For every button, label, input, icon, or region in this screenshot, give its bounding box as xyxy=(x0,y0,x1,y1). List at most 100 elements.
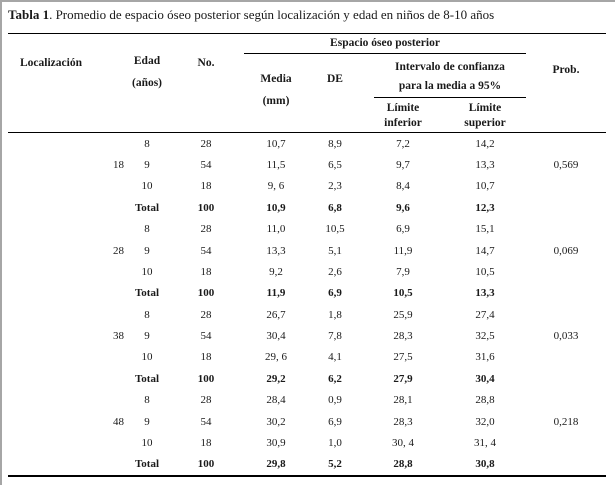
column-header-media-line1: Media xyxy=(260,73,292,85)
column-group-header-intervalo-confianza: Intervalo de confianza para la media a 9… xyxy=(374,54,526,98)
cell-de: 1,0 xyxy=(328,436,342,449)
cell-limite-superior: 30,4 xyxy=(475,372,495,385)
cell-limite-inferior: 27,5 xyxy=(393,351,413,364)
cell-localizacion: 48 xyxy=(113,415,124,428)
cell-media: 9, 6 xyxy=(267,180,285,193)
cell-limite-inferior: 28,3 xyxy=(393,415,413,428)
cell-edad: 8 xyxy=(144,394,150,407)
column-group-header-intervalo-line2: para la media a 95% xyxy=(398,80,502,92)
cell-media: 29,2 xyxy=(266,372,286,385)
cell-localizacion xyxy=(8,176,126,197)
cell-no: 28 xyxy=(200,308,212,321)
cell-limite-inferior: 25,9 xyxy=(393,308,413,321)
cell-limite-superior: 27,4 xyxy=(475,308,495,321)
cell-limite-superior: 13,3 xyxy=(475,287,495,300)
cell-de: 6,8 xyxy=(328,201,342,214)
cell-media: 9,2 xyxy=(269,265,283,278)
cell-localizacion xyxy=(8,347,126,368)
column-header-edad-line1: Edad xyxy=(133,55,161,67)
cell-no: 18 xyxy=(200,351,212,364)
cell-edad: 10 xyxy=(141,180,153,193)
cell-localizacion xyxy=(8,304,126,325)
cell-no: 18 xyxy=(200,265,212,278)
cell-no: 54 xyxy=(200,244,212,257)
cell-limite-inferior: 11,9 xyxy=(393,244,413,257)
cell-limite-superior: 31,6 xyxy=(475,351,495,364)
cell-limite-superior: 10,5 xyxy=(475,265,495,278)
cell-media: 11,5 xyxy=(266,159,286,172)
cell-limite-superior: 28,8 xyxy=(475,394,495,407)
column-header-edad: Edad (años) xyxy=(126,34,168,132)
cell-no: 100 xyxy=(197,458,215,471)
cell-media: 30,4 xyxy=(266,330,286,343)
column-header-limite-superior-line2: superior xyxy=(464,117,506,129)
cell-limite-superior: 32,0 xyxy=(475,415,495,428)
cell-prob xyxy=(526,304,606,325)
cell-edad: 8 xyxy=(144,137,150,150)
cell-limite-superior: 10,7 xyxy=(475,180,495,193)
cell-localizacion xyxy=(8,432,126,453)
cell-limite-inferior: 7,9 xyxy=(396,265,410,278)
cell-localizacion xyxy=(8,283,126,304)
cell-edad: Total xyxy=(134,458,160,471)
cell-edad: 9 xyxy=(144,415,150,428)
cell-media: 29,8 xyxy=(266,458,286,471)
cell-de: 5,2 xyxy=(328,458,342,471)
cell-de: 2,3 xyxy=(328,180,342,193)
cell-limite-superior: 13,3 xyxy=(475,159,495,172)
cell-edad: 10 xyxy=(141,351,153,364)
column-header-edad-line2: (años) xyxy=(131,77,163,89)
column-group-header-intervalo-line1: Intervalo de confianza xyxy=(395,61,505,73)
cell-limite-superior: 31, 4 xyxy=(474,436,496,449)
cell-limite-superior: 15,1 xyxy=(475,223,495,236)
cell-no: 18 xyxy=(200,436,212,449)
cell-de: 10,5 xyxy=(325,223,345,236)
cell-de: 6,5 xyxy=(328,159,342,172)
cell-prob xyxy=(526,133,606,154)
cell-localizacion: 28 xyxy=(113,244,124,257)
cell-prob xyxy=(526,261,606,282)
cell-prob xyxy=(526,390,606,411)
cell-limite-superior: 14,2 xyxy=(475,137,495,150)
cell-de: 6,2 xyxy=(328,372,342,385)
cell-limite-inferior: 9,6 xyxy=(396,201,410,214)
cell-media: 13,3 xyxy=(266,244,286,257)
column-header-limite-superior: Límite superior xyxy=(444,98,526,132)
cell-prob xyxy=(526,432,606,453)
cell-no: 100 xyxy=(197,201,215,214)
cell-prob xyxy=(526,176,606,197)
cell-limite-inferior: 28,1 xyxy=(393,394,413,407)
column-header-no: No. xyxy=(197,57,215,69)
column-group-header-espacio-oseo: Espacio óseo posterior xyxy=(244,34,526,54)
cell-de: 4,1 xyxy=(328,351,342,364)
cell-limite-superior: 32,5 xyxy=(475,330,495,343)
cell-limite-inferior: 9,7 xyxy=(396,159,410,172)
cell-limite-inferior: 27,9 xyxy=(393,372,413,385)
cell-prob: 0,218 xyxy=(553,415,579,428)
table-title-number: Tabla 1 xyxy=(8,7,50,22)
cell-de: 6,9 xyxy=(328,287,342,300)
cell-no: 28 xyxy=(200,137,212,150)
cell-no: 18 xyxy=(200,180,212,193)
cell-localizacion: 18 xyxy=(113,159,124,172)
cell-edad: Total xyxy=(134,287,160,300)
cell-limite-inferior: 30, 4 xyxy=(392,436,414,449)
cell-limite-inferior: 28,8 xyxy=(393,458,413,471)
cell-de: 7,8 xyxy=(328,330,342,343)
cell-edad: 9 xyxy=(144,330,150,343)
cell-edad: 9 xyxy=(144,159,150,172)
cell-edad: Total xyxy=(134,372,160,385)
cell-media: 28,4 xyxy=(266,394,286,407)
cell-media: 10,7 xyxy=(266,137,286,150)
table-title-text: . Promedio de espacio óseo posterior seg… xyxy=(49,7,495,22)
cell-media: 29, 6 xyxy=(265,351,287,364)
cell-media: 26,7 xyxy=(266,308,286,321)
cell-limite-superior: 12,3 xyxy=(475,201,495,214)
cell-localizacion xyxy=(8,197,126,218)
cell-prob xyxy=(526,368,606,389)
cell-edad: 8 xyxy=(144,308,150,321)
cell-prob: 0,033 xyxy=(553,330,579,343)
cell-prob xyxy=(526,219,606,240)
cell-edad: 10 xyxy=(141,265,153,278)
cell-prob xyxy=(526,197,606,218)
